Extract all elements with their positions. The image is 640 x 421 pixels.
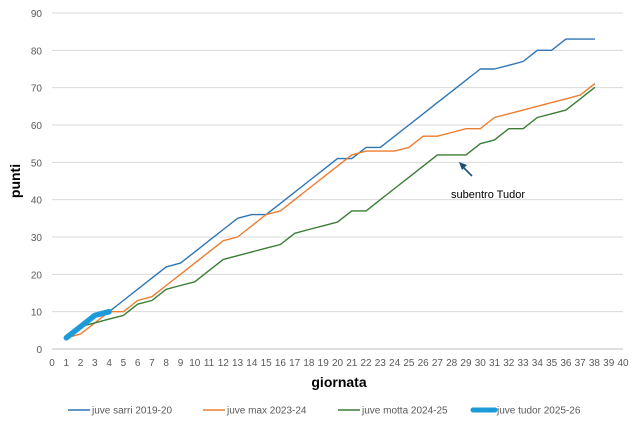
- x-tick-label: 24: [389, 358, 401, 369]
- series-line-2: [65, 83, 596, 339]
- x-tick-label: 21: [346, 358, 358, 369]
- y-tick-label: 30: [31, 233, 43, 244]
- x-axis-title: giornata: [311, 374, 366, 390]
- x-tick-label: 8: [163, 358, 169, 369]
- x-tick-label: 23: [375, 358, 387, 369]
- x-tick-label: 15: [261, 358, 273, 369]
- x-tick-label: 28: [446, 358, 458, 369]
- y-tick-label: 50: [31, 158, 43, 169]
- x-tick-label: 0: [49, 358, 55, 369]
- x-tick-label: 35: [546, 358, 558, 369]
- x-tick-label: 17: [289, 358, 301, 369]
- x-tick-label: 36: [560, 358, 572, 369]
- x-tick-label: 29: [460, 358, 472, 369]
- annotation-text: subentro Tudor: [451, 189, 525, 201]
- x-tick-label: 6: [135, 358, 141, 369]
- x-tick-label: 12: [218, 358, 230, 369]
- y-tick-label: 0: [36, 345, 42, 356]
- series-lines: [63, 38, 596, 341]
- x-tick-label: 26: [418, 358, 430, 369]
- x-tick-label: 3: [92, 358, 98, 369]
- x-tick-label: 27: [432, 358, 444, 369]
- series-line-3: [65, 86, 596, 339]
- x-tick-label: 30: [475, 358, 487, 369]
- y-tick-label: 10: [31, 308, 43, 319]
- x-tick-label: 1: [63, 358, 69, 369]
- x-tick-label: 4: [106, 358, 112, 369]
- y-tick-label: 70: [31, 84, 43, 95]
- x-tick-label: 10: [189, 358, 201, 369]
- x-tick-label: 14: [246, 358, 258, 369]
- legend-label-4: juve tudor 2025-26: [496, 406, 581, 417]
- annotation-arrowhead: [459, 162, 467, 170]
- x-tick-label: 33: [518, 358, 530, 369]
- x-tick-label: 38: [589, 358, 601, 369]
- x-tick-label: 16: [275, 358, 287, 369]
- x-tick-label: 19: [318, 358, 330, 369]
- x-tick-label: 22: [360, 358, 372, 369]
- y-tick-label: 80: [31, 46, 43, 57]
- x-tick-label: 5: [121, 358, 127, 369]
- x-tick-label: 32: [503, 358, 515, 369]
- y-tick-label: 60: [31, 121, 43, 132]
- series-line-4: [63, 308, 112, 341]
- y-axis-title: punti: [7, 164, 23, 198]
- y-tick-label: 40: [31, 196, 43, 207]
- x-tick-label: 13: [232, 358, 244, 369]
- legend-label-2: juve max 2023-24: [226, 406, 307, 417]
- x-tick-label: 7: [149, 358, 155, 369]
- x-tick-label: 40: [617, 358, 629, 369]
- gridlines: [52, 12, 623, 350]
- legend: juve sarri 2019-20 juve max 2023-24 juve m…: [68, 406, 581, 417]
- legend-label-3: juve motta 2024-25: [361, 406, 448, 417]
- x-tick-label: 9: [178, 358, 184, 369]
- annotation: subentro Tudor: [451, 162, 525, 201]
- y-tick-label: 20: [31, 270, 43, 281]
- x-tick-label: 34: [532, 358, 544, 369]
- legend-label-1: juve sarri 2019-20: [91, 406, 172, 417]
- x-tick-label: 39: [603, 358, 615, 369]
- x-tick-label: 2: [78, 358, 84, 369]
- x-tick-label: 18: [303, 358, 315, 369]
- x-tick-label: 11: [204, 358, 215, 369]
- x-axis-tick-labels: 0 1 2 3 4 5 6 7 8 9 10 11 12 13 14 15 16 17 18 19 20 21 22 23 24…: [49, 358, 629, 369]
- x-tick-label: 37: [575, 358, 587, 369]
- x-tick-label: 20: [332, 358, 344, 369]
- y-axis-tick-labels: 0 10 20 30 40 50 60 70 80 90: [31, 9, 43, 356]
- series-line-1: [65, 38, 596, 339]
- y-tick-label: 90: [31, 9, 43, 20]
- x-tick-label: 25: [403, 358, 415, 369]
- x-tick-label: 31: [489, 358, 501, 369]
